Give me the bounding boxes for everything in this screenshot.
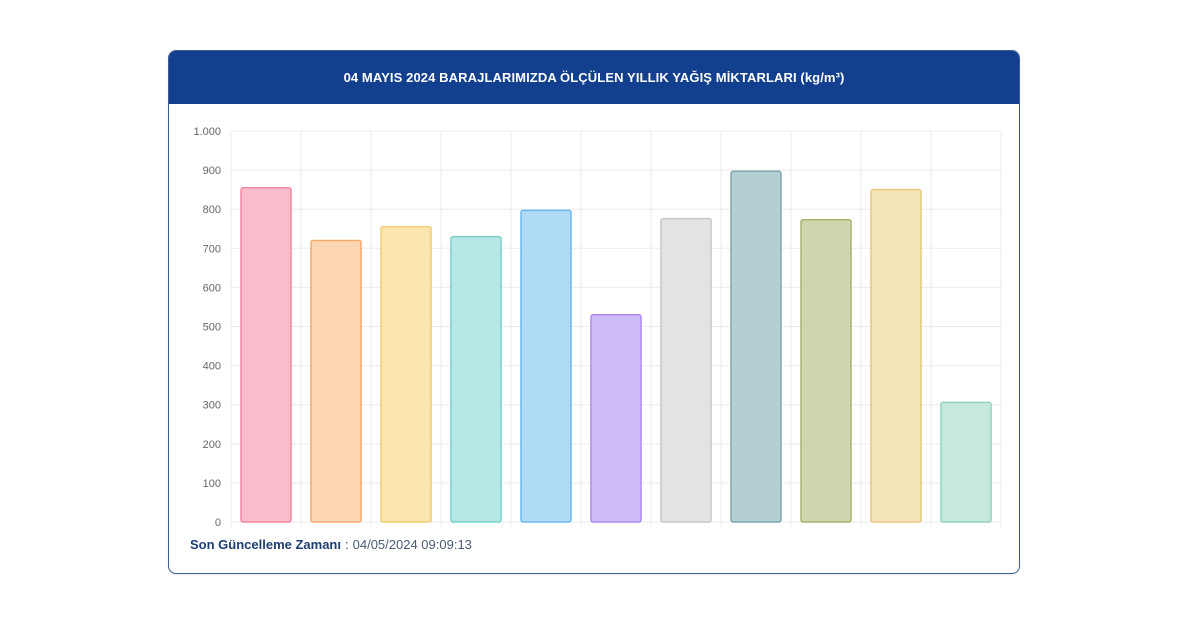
x-tick-label: 2021: [744, 533, 768, 534]
bar-2023: [870, 188, 922, 523]
last-update-value: 04/05/2024 09:09:13: [352, 537, 472, 552]
bar-2017: [450, 235, 502, 523]
x-tick-label: 2016: [394, 533, 418, 534]
last-update-label: Son Güncelleme Zamanı: [190, 537, 341, 552]
x-tick-label: 2014: [254, 533, 278, 534]
y-tick-label: 800: [203, 204, 221, 216]
last-update-separator: :: [345, 537, 349, 552]
bar-2018: [520, 209, 572, 523]
bar-2019: [590, 314, 642, 523]
last-update: Son Güncelleme Zamanı:04/05/2024 09:09:1…: [190, 537, 472, 552]
y-tick-label: 300: [203, 400, 221, 412]
chart-card: 04 MAYIS 2024 BARAJLARIMIZDA ÖLÇÜLEN YIL…: [168, 50, 1020, 574]
bar-2020: [660, 217, 712, 523]
bar-chart: 0 100 200 300 400 500 600 700 800 900 1.000 2014 201…: [193, 126, 1002, 534]
y-tick-label: 1.000: [193, 126, 221, 138]
bar-2022: [800, 219, 852, 523]
y-tick-label: 0: [215, 517, 221, 529]
x-tick-label: 2018: [534, 533, 558, 534]
x-tick-label: 2020: [674, 533, 698, 534]
x-tick-label: 2017: [464, 533, 488, 534]
y-tick-label: 700: [203, 243, 221, 255]
bar-2014: [240, 186, 292, 523]
bar-2024: [940, 401, 992, 523]
chart-title: 04 MAYIS 2024 BARAJLARIMIZDA ÖLÇÜLEN YIL…: [343, 70, 845, 85]
bar-2015: [310, 239, 362, 523]
x-tick-label: 2024: [954, 533, 978, 534]
y-tick-label: 900: [203, 165, 221, 177]
y-tick-label: 400: [203, 361, 221, 373]
y-tick-label: 200: [203, 439, 221, 451]
bar-2016: [380, 226, 432, 523]
card-header: 04 MAYIS 2024 BARAJLARIMIZDA ÖLÇÜLEN YIL…: [169, 51, 1019, 104]
y-tick-label: 500: [203, 322, 221, 334]
y-tick-label: 600: [203, 282, 221, 294]
x-tick-label: 2023: [884, 533, 908, 534]
x-tick-label: 2019: [604, 533, 628, 534]
x-tick-label: 2015: [324, 533, 348, 534]
x-tick-label: 2022: [814, 533, 838, 534]
bar-2021: [730, 170, 782, 523]
y-tick-label: 100: [203, 478, 221, 490]
